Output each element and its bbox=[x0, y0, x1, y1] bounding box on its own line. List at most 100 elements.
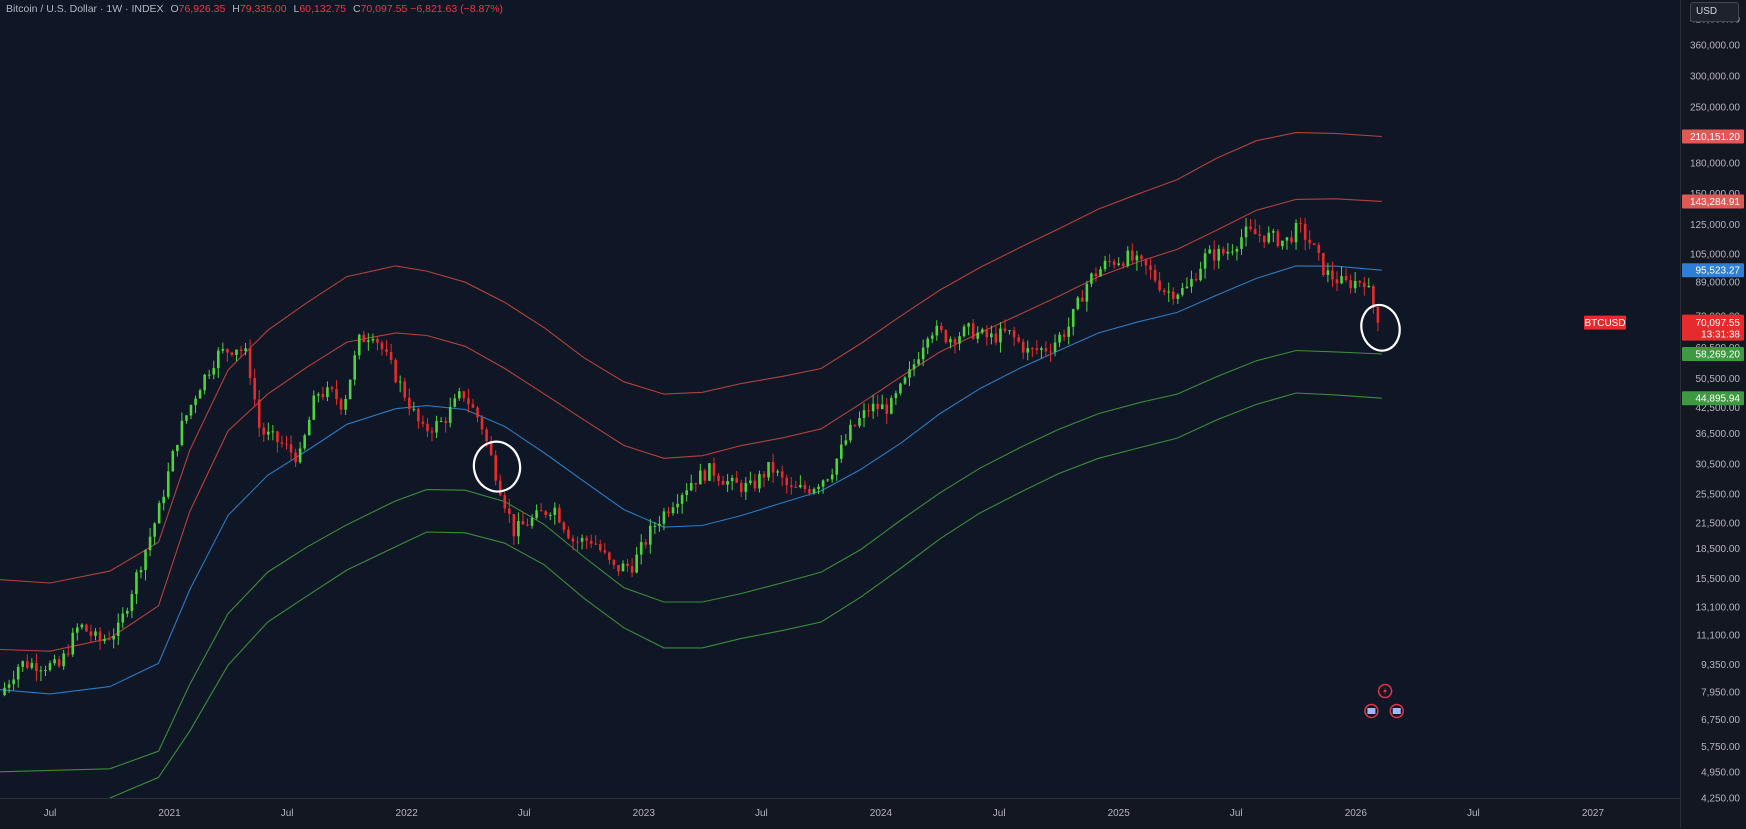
price-tick-label: 4,950.00 bbox=[1701, 768, 1740, 779]
candle-body bbox=[1053, 342, 1057, 352]
price-tick-label: 5,750.00 bbox=[1701, 742, 1740, 753]
open-label: O bbox=[170, 3, 179, 15]
candle-body bbox=[1017, 337, 1020, 342]
candle-body bbox=[166, 471, 170, 497]
symbol-tag-badge bbox=[1584, 315, 1626, 330]
candle-body bbox=[289, 444, 293, 453]
candle-body bbox=[1171, 291, 1175, 299]
candle-body bbox=[953, 339, 957, 344]
candle-body bbox=[826, 479, 829, 481]
candle-body bbox=[98, 631, 102, 642]
candle-body bbox=[1281, 240, 1284, 247]
candle-body bbox=[880, 404, 884, 410]
candle-body bbox=[935, 325, 939, 336]
candle-body bbox=[426, 423, 429, 432]
candle-body bbox=[53, 659, 56, 664]
candle-body bbox=[862, 410, 866, 418]
candle-body bbox=[121, 613, 125, 623]
candle-body bbox=[558, 507, 561, 523]
price-tick-label: 30,500.00 bbox=[1696, 459, 1741, 470]
candle-body bbox=[380, 342, 384, 350]
candle-body bbox=[944, 330, 948, 343]
price-label-badge bbox=[1682, 391, 1744, 406]
candle-body bbox=[1262, 235, 1266, 243]
price-tick-label: 15,500.00 bbox=[1696, 574, 1741, 585]
price-tick-label: 21,500.00 bbox=[1696, 519, 1741, 530]
candle-body bbox=[1103, 260, 1107, 270]
price-label-text: 143,284.91 bbox=[1690, 197, 1740, 208]
time-axis[interactable] bbox=[0, 798, 1680, 829]
candle-body bbox=[630, 566, 634, 573]
candle-body bbox=[385, 349, 388, 352]
candle-body bbox=[171, 451, 175, 472]
candle-body bbox=[1221, 248, 1225, 254]
candle-body bbox=[567, 529, 570, 539]
candle-body bbox=[216, 350, 220, 369]
candle-body bbox=[949, 339, 952, 343]
price-tick-label: 125,000.00 bbox=[1690, 220, 1740, 231]
candle-body bbox=[80, 624, 84, 628]
candle-body bbox=[130, 594, 134, 611]
candle-body bbox=[917, 359, 920, 365]
chart-plot-area[interactable] bbox=[0, 0, 1680, 798]
candle-body bbox=[271, 431, 275, 433]
candle-body bbox=[1090, 273, 1093, 284]
candle-body bbox=[7, 684, 11, 688]
candle-body bbox=[467, 398, 470, 405]
price-label-badge bbox=[1682, 314, 1744, 341]
candle-body bbox=[267, 431, 270, 435]
candle-body bbox=[1349, 280, 1352, 289]
price-label-badge bbox=[1682, 347, 1744, 362]
candle-body bbox=[1312, 243, 1316, 245]
candle-body bbox=[1367, 285, 1371, 288]
candle-body bbox=[1131, 250, 1134, 261]
candle-body bbox=[799, 484, 802, 488]
candle-body bbox=[394, 360, 397, 383]
candle-body bbox=[762, 474, 766, 478]
candle-body bbox=[317, 394, 320, 396]
candle-body bbox=[612, 559, 616, 565]
candle-body bbox=[685, 490, 688, 496]
symbol-tag-text: BTCUSD bbox=[1584, 318, 1625, 329]
candle-body bbox=[1253, 229, 1257, 235]
candle-body bbox=[621, 563, 625, 572]
candle-body bbox=[990, 333, 993, 338]
candle-body bbox=[1299, 223, 1302, 225]
candle-body bbox=[649, 525, 652, 545]
candle-body bbox=[285, 443, 288, 445]
price-tick-label: 250,000.00 bbox=[1690, 103, 1740, 114]
candle-body bbox=[403, 381, 407, 398]
candle-body bbox=[25, 661, 29, 668]
candle-body bbox=[76, 627, 79, 633]
candle-body bbox=[739, 482, 743, 492]
candle-body bbox=[253, 377, 256, 400]
candle-body bbox=[571, 538, 575, 542]
candle-body bbox=[126, 610, 129, 614]
candle-body bbox=[958, 336, 961, 344]
candle-body bbox=[1290, 237, 1293, 243]
candle-body bbox=[1044, 348, 1048, 352]
candle-body bbox=[389, 351, 393, 361]
candle-body bbox=[1008, 330, 1011, 332]
candle-body bbox=[853, 424, 857, 426]
price-tick-label: 25,500.00 bbox=[1696, 490, 1741, 501]
candle-body bbox=[1158, 280, 1161, 291]
candle-body bbox=[844, 440, 848, 445]
candle-body bbox=[35, 663, 38, 672]
candle-body bbox=[808, 489, 811, 494]
candle-body bbox=[248, 348, 252, 378]
candle-body bbox=[849, 424, 852, 441]
candle-body bbox=[1362, 282, 1366, 288]
candle-body bbox=[335, 389, 338, 400]
price-label-text: 70,097.55 bbox=[1696, 318, 1741, 329]
candle-body bbox=[485, 429, 488, 442]
price-label-text: 44,895.94 bbox=[1696, 394, 1741, 405]
currency-button[interactable]: USD bbox=[1690, 2, 1739, 22]
candle-body bbox=[512, 514, 516, 537]
close-label: C bbox=[352, 3, 361, 15]
candle-body bbox=[1340, 275, 1343, 284]
candle-body bbox=[407, 397, 411, 409]
candle-body bbox=[603, 550, 607, 553]
candle-body bbox=[1190, 278, 1193, 287]
candle-body bbox=[1276, 231, 1280, 247]
